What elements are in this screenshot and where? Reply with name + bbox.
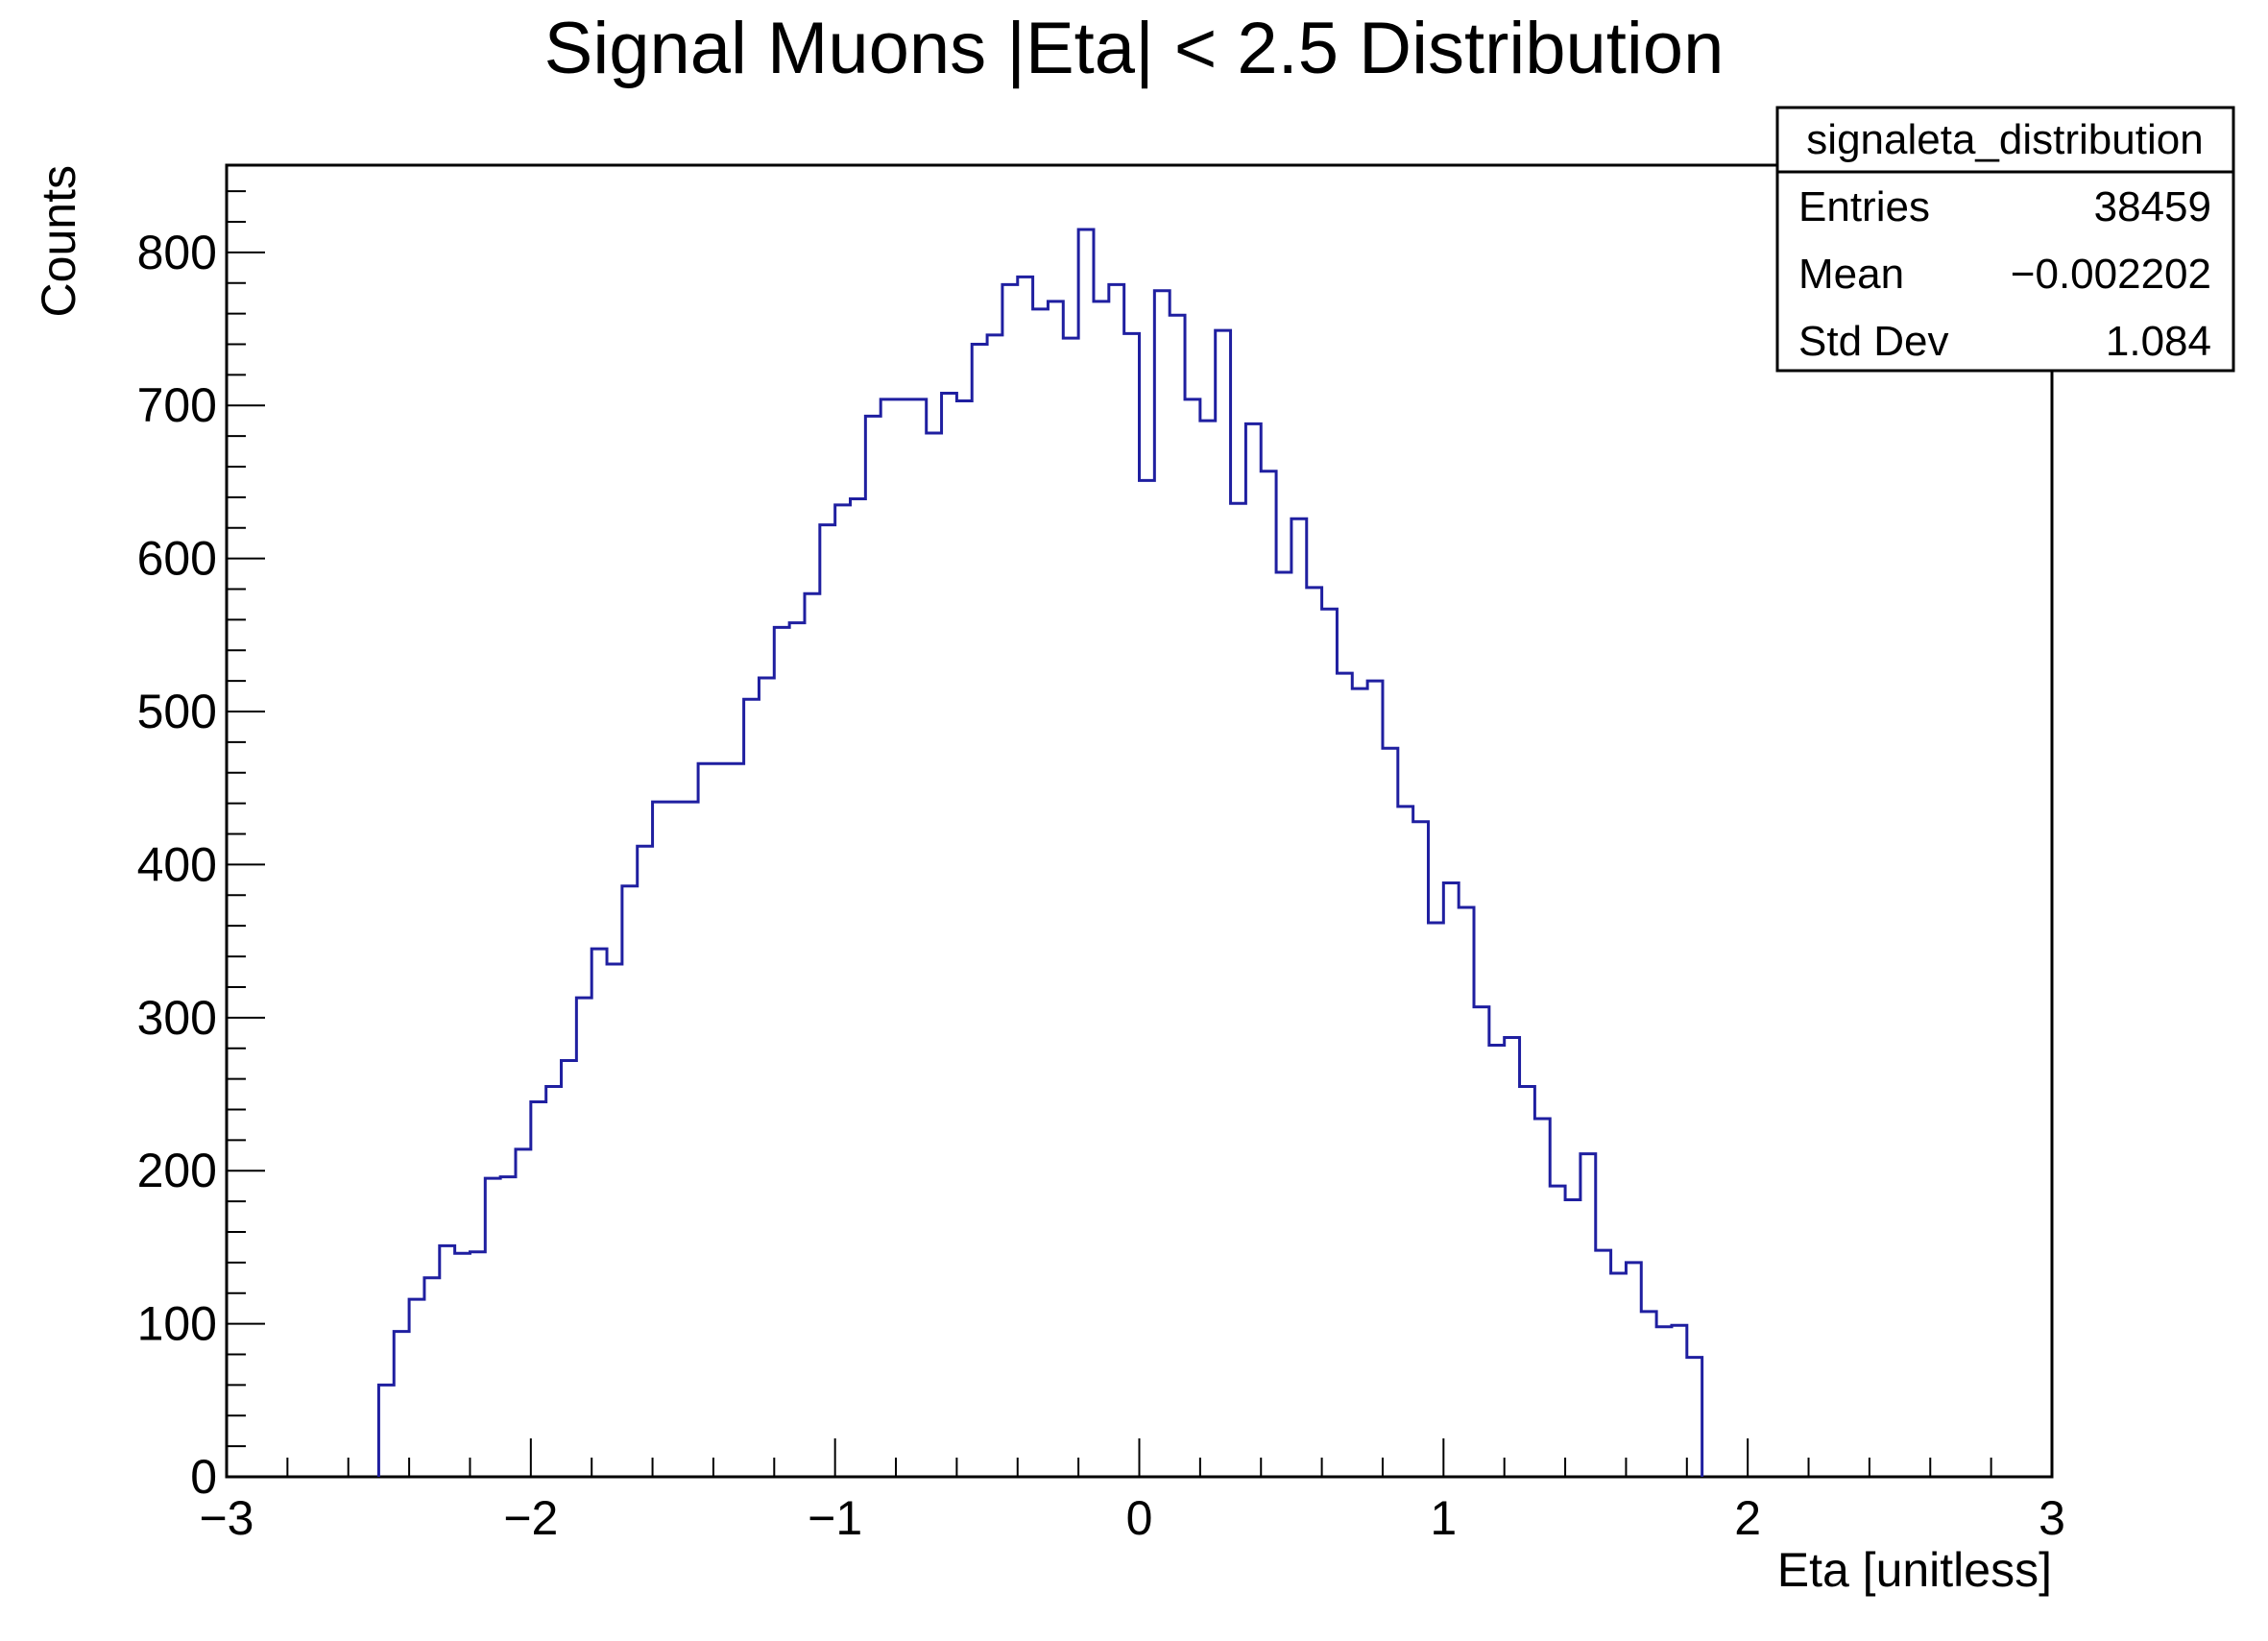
stats-mean-label: Mean	[1798, 251, 1904, 298]
x-tick-label: 2	[1734, 1491, 1761, 1545]
chart-title: Signal Muons |Eta| < 2.5 Distribution	[544, 8, 1725, 89]
y-tick-label: 500	[137, 685, 217, 738]
y-tick-label: 800	[137, 226, 217, 279]
x-axis: −3 −2 −1 0 1 2 3	[199, 1438, 2065, 1545]
x-tick-label: −2	[503, 1491, 558, 1545]
y-tick-label: 300	[137, 991, 217, 1045]
stats-box-frame	[1775, 106, 2235, 373]
y-axis: 0 100 200 300 400 500 600 700 800	[137, 190, 265, 1504]
x-tick-label: −1	[808, 1491, 862, 1545]
y-tick-label: 700	[137, 378, 217, 432]
x-tick-label: 1	[1430, 1491, 1457, 1545]
stats-stddev-label: Std Dev	[1798, 318, 1949, 365]
y-tick-label: 200	[137, 1144, 217, 1197]
stats-entries-label: Entries	[1798, 183, 1930, 230]
histogram-series-line	[376, 228, 1704, 1477]
stats-stddev-value: 1.084	[2106, 318, 2211, 365]
y-tick-label: 0	[190, 1450, 217, 1504]
y-axis-label: Counts	[32, 165, 85, 317]
y-tick-label: 100	[137, 1297, 217, 1351]
x-tick-label: 3	[2039, 1491, 2065, 1545]
x-tick-label: 0	[1126, 1491, 1153, 1545]
stats-entries-value: 38459	[2094, 183, 2211, 230]
stats-box-title: signaleta_distribution	[1806, 116, 2203, 163]
y-tick-label: 600	[137, 532, 217, 586]
y-tick-label: 400	[137, 837, 217, 891]
x-axis-label: Eta [unitless]	[1777, 1543, 2052, 1597]
stats-box: signaleta_distribution Entries 38459 Mea…	[1775, 106, 2235, 373]
x-tick-label: −3	[199, 1491, 253, 1545]
stats-mean-value: −0.002202	[2011, 251, 2211, 298]
